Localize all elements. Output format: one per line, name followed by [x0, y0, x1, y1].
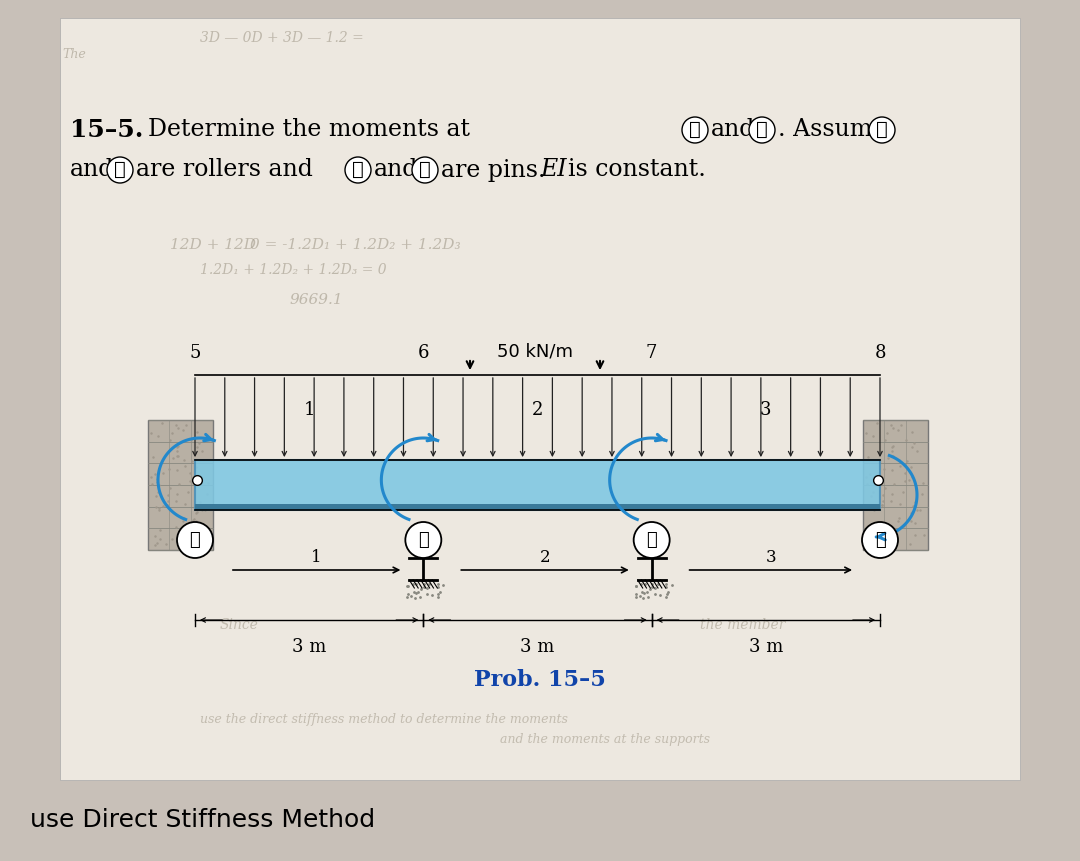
Text: 3 m: 3 m [748, 638, 783, 656]
Circle shape [107, 157, 133, 183]
Text: The: The [62, 48, 85, 61]
Circle shape [869, 117, 895, 143]
Text: 2: 2 [540, 549, 551, 567]
Text: 7: 7 [646, 344, 658, 362]
Text: 3 m: 3 m [521, 638, 555, 656]
Text: ④: ④ [875, 531, 886, 549]
Text: EI: EI [540, 158, 567, 182]
Text: are rollers and: are rollers and [136, 158, 313, 182]
Text: use the direct stiffness method to determine the moments: use the direct stiffness method to deter… [200, 714, 568, 727]
Text: 3D — 0D + 3D — 1.2 =: 3D — 0D + 3D — 1.2 = [200, 31, 364, 45]
Circle shape [634, 522, 670, 558]
Text: and: and [70, 158, 114, 182]
Bar [60, 18, 1020, 780]
Bar [195, 504, 880, 510]
Text: 3: 3 [766, 549, 777, 567]
Text: 6: 6 [418, 344, 429, 362]
Text: 1: 1 [311, 549, 322, 567]
Text: ①: ① [352, 161, 364, 179]
Text: 12D + 12D: 12D + 12D [170, 238, 256, 252]
Bar [863, 420, 928, 550]
Text: 0 = -1.2D₁ + 1.2D₂ + 1.2D₃: 0 = -1.2D₁ + 1.2D₂ + 1.2D₃ [249, 238, 461, 252]
Text: 15–5.: 15–5. [70, 118, 144, 142]
Text: are pins.: are pins. [441, 158, 545, 182]
Circle shape [681, 117, 708, 143]
Circle shape [177, 522, 213, 558]
Text: 8: 8 [874, 344, 886, 362]
Text: 5: 5 [189, 344, 201, 362]
Text: 3 m: 3 m [292, 638, 326, 656]
Text: ④: ④ [419, 161, 431, 179]
Text: and the moments at the supports: and the moments at the supports [500, 734, 710, 746]
Text: ②: ② [689, 121, 701, 139]
Text: and: and [711, 119, 755, 141]
Bar [195, 460, 880, 510]
Text: ③: ③ [114, 161, 126, 179]
Text: 2: 2 [531, 401, 543, 419]
Text: Prob. 15–5: Prob. 15–5 [474, 669, 606, 691]
Text: ②: ② [876, 121, 888, 139]
Text: 1.2D₁ + 1.2D₂ + 1.2D₃ = 0: 1.2D₁ + 1.2D₂ + 1.2D₃ = 0 [200, 263, 387, 277]
Text: ②: ② [418, 531, 429, 549]
Text: is constant.: is constant. [568, 158, 706, 182]
Text: the member: the member [700, 618, 785, 632]
Text: 3: 3 [760, 401, 771, 419]
Text: ③: ③ [756, 121, 768, 139]
Text: Determine the moments at: Determine the moments at [148, 119, 470, 141]
Text: . Assume: . Assume [778, 119, 887, 141]
Text: 50 kN/m: 50 kN/m [497, 342, 573, 360]
Text: Since: Since [220, 618, 259, 632]
Text: 9669.1: 9669.1 [291, 293, 343, 307]
Circle shape [862, 522, 897, 558]
Circle shape [345, 157, 372, 183]
Text: and: and [374, 158, 418, 182]
Text: ①: ① [190, 531, 201, 549]
Text: ③: ③ [646, 531, 657, 549]
Circle shape [750, 117, 775, 143]
Text: use Direct Stiffness Method: use Direct Stiffness Method [30, 808, 375, 832]
Text: 1: 1 [303, 401, 315, 419]
Bar [148, 420, 213, 550]
Circle shape [411, 157, 438, 183]
Circle shape [405, 522, 442, 558]
